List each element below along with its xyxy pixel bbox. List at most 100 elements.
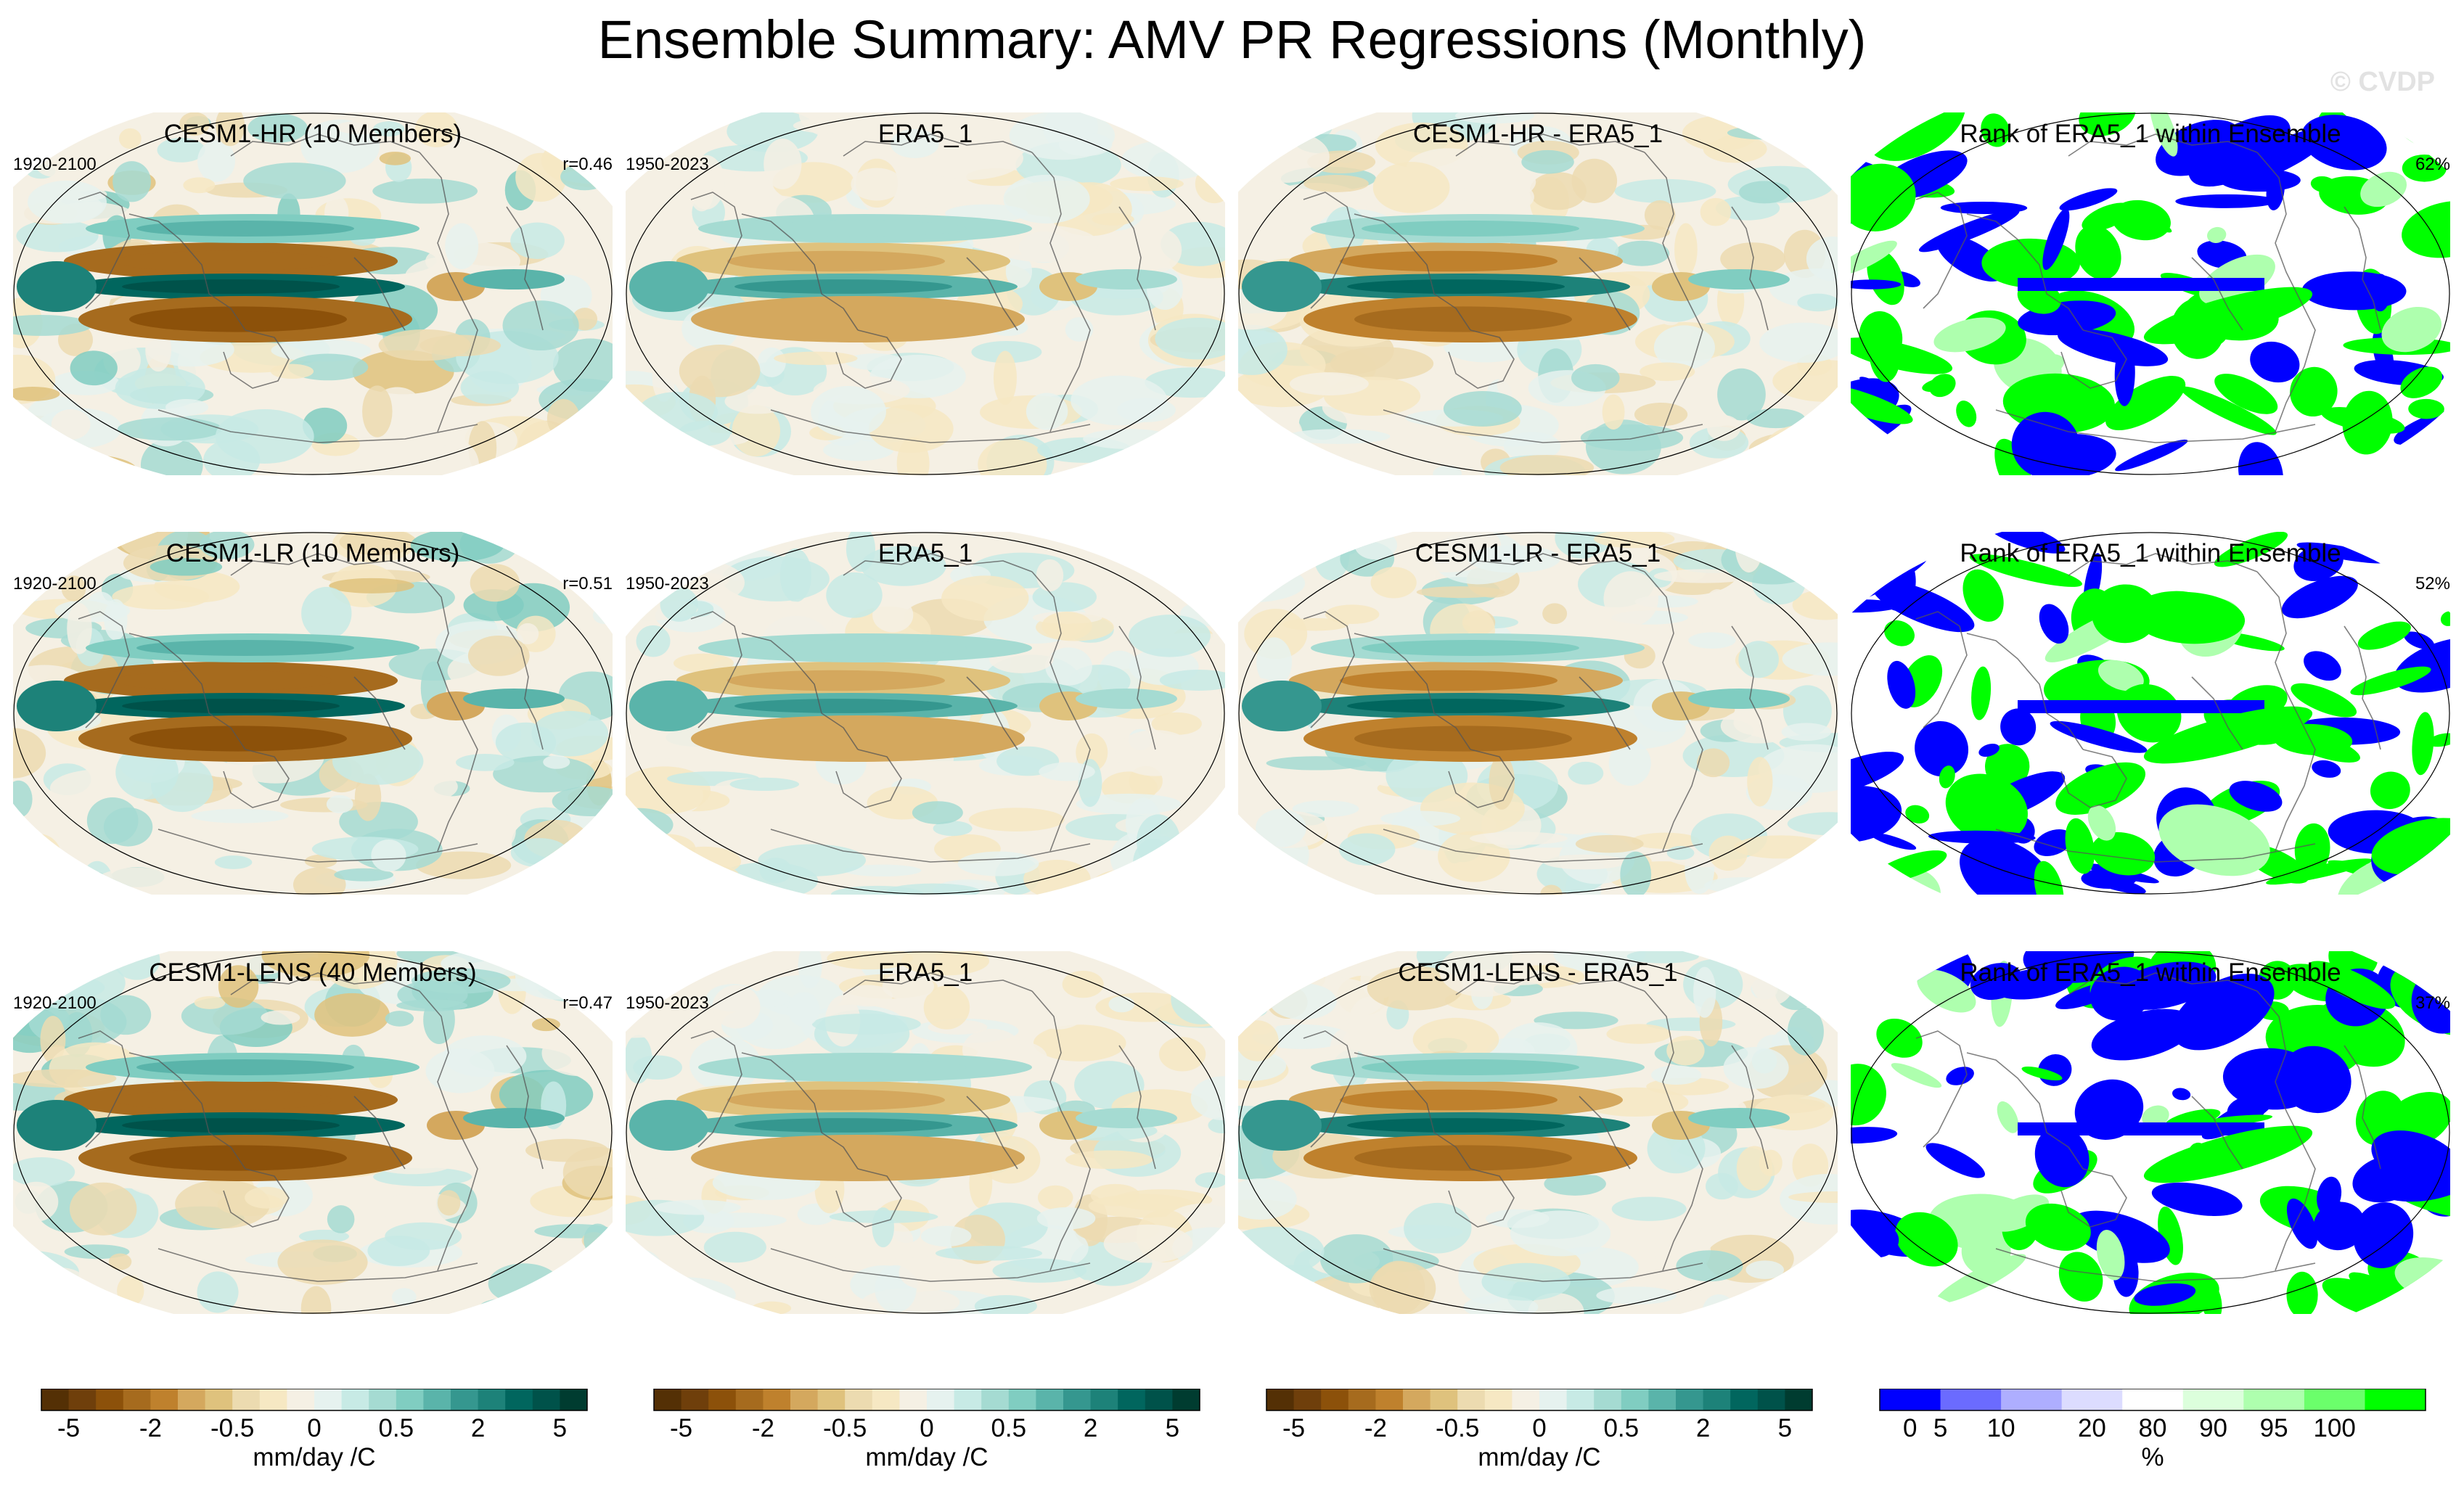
colorbar-tick-label: -2 (139, 1414, 162, 1442)
obs-map-row-2 (626, 532, 1225, 895)
colorbar-3: -5 -2 -0.5 0 0.5 2 5 mm/day /C (1266, 1389, 1813, 1471)
colorbar-tick-label: 100 (2313, 1414, 2355, 1442)
colorbar-tick-label: 90 (2199, 1414, 2227, 1442)
figure-title: Ensemble Summary: AMV PR Regressions (Mo… (597, 9, 1867, 70)
colorbar-tick-label: -0.5 (1436, 1414, 1479, 1442)
model-map-row-3 (13, 951, 613, 1314)
model-panel-title: CESM1-HR (10 Members) (163, 120, 462, 148)
colorbar-tick-label: -2 (1364, 1414, 1387, 1442)
colorbar-swatch (872, 1389, 900, 1410)
rank-panel-title: Rank of ERA5_1 within Ensemble (1960, 539, 2341, 567)
colorbar-tick-label: 0 (307, 1414, 321, 1442)
colorbar-swatch (232, 1389, 261, 1410)
colorbar-swatch (927, 1389, 955, 1410)
colorbar-2: -5 -2 -0.5 0 0.5 2 5 mm/day /C (653, 1389, 1200, 1471)
colorbar-swatch (1321, 1389, 1349, 1410)
colorbar-swatch (1266, 1389, 1295, 1410)
model-period-label: 1920-2100 (13, 993, 97, 1013)
colorbar-swatch (1648, 1389, 1677, 1410)
model-stat-label: r=0.46 (562, 155, 613, 174)
colorbar-swatch (2304, 1389, 2365, 1410)
colorbar-swatch (1036, 1389, 1064, 1410)
colorbar-swatch (1348, 1389, 1376, 1410)
colorbar-units-label: mm/day /C (1478, 1443, 1600, 1471)
obs-panel-title: ERA5_1 (877, 539, 973, 567)
rank-panel-title: Rank of ERA5_1 within Ensemble (1960, 120, 2341, 148)
colorbar-swatch (205, 1389, 233, 1410)
colorbar-swatch (681, 1389, 709, 1410)
colorbar-units-label: mm/day /C (253, 1443, 375, 1471)
colorbar-swatch (1172, 1389, 1200, 1410)
obs-panel-title: ERA5_1 (877, 958, 973, 987)
colorbar-tick-label: 80 (2139, 1414, 2167, 1442)
colorbar-tick-label: 0 (1532, 1414, 1546, 1442)
colorbar-swatch (396, 1389, 424, 1410)
diff-panel-title: CESM1-LR - ERA5_1 (1415, 539, 1661, 567)
model-panel-title: CESM1-LENS (40 Members) (149, 958, 477, 987)
colorbar-swatch (1940, 1389, 2002, 1410)
colorbar-tick-label: 95 (2260, 1414, 2288, 1442)
colorbar-tick-label: -5 (57, 1414, 80, 1442)
model-map-row-1 (13, 112, 613, 475)
colorbar-swatch (341, 1389, 369, 1410)
colorbar-tick-label: 5 (553, 1414, 567, 1442)
colorbar-swatch (2001, 1389, 2063, 1410)
colorbar-swatch (1757, 1389, 1785, 1410)
colorbar-swatch (654, 1389, 682, 1410)
colorbar-swatch (1457, 1389, 1486, 1410)
colorbar-swatch (1566, 1389, 1595, 1410)
rank-panel-title: Rank of ERA5_1 within Ensemble (1960, 958, 2341, 987)
colorbar-swatch (1090, 1389, 1118, 1410)
colorbar-swatch (1539, 1389, 1568, 1410)
colorbar-tick-label: -5 (670, 1414, 692, 1442)
colorbar-swatch (451, 1389, 479, 1410)
colorbar-swatch (2061, 1389, 2123, 1410)
diff-map-row-2 (1238, 532, 1838, 895)
colorbar-swatch (369, 1389, 397, 1410)
colorbar-swatch (1118, 1389, 1146, 1410)
colorbar-swatch (1621, 1389, 1649, 1410)
colorbar-swatch (1484, 1389, 1513, 1410)
rank-map-row-3 (1851, 951, 2450, 1314)
colorbar-tick-label: 2 (1696, 1414, 1710, 1442)
rank-map-row-2 (1851, 532, 2450, 895)
colorbar-swatch (123, 1389, 151, 1410)
obs-period-label: 1950-2023 (626, 574, 709, 593)
colorbar-swatch (560, 1389, 588, 1410)
colorbar-swatch (1785, 1389, 1813, 1410)
colorbar-swatch (1594, 1389, 1622, 1410)
colorbar-swatch (532, 1389, 560, 1410)
model-panel-title: CESM1-LR (10 Members) (165, 539, 460, 567)
colorbar-4: 0 5 10 20 80 90 95 100% (1879, 1389, 2426, 1471)
obs-period-label: 1950-2023 (626, 993, 709, 1013)
colorbar-units-label: mm/day /C (865, 1443, 988, 1471)
colorbar-swatch (2182, 1389, 2244, 1410)
colorbar-swatch (1730, 1389, 1759, 1410)
watermark: © CVDP (2330, 67, 2435, 97)
colorbar-swatch (505, 1389, 533, 1410)
colorbar-swatch (68, 1389, 97, 1410)
colorbar-swatch (1880, 1389, 1941, 1410)
colorbar-swatch (314, 1389, 343, 1410)
colorbar-tick-label: 20 (2078, 1414, 2106, 1442)
rank-stat-label: 37% (2415, 993, 2450, 1013)
colorbar-swatch (1293, 1389, 1322, 1410)
colorbar-swatch (1703, 1389, 1731, 1410)
model-period-label: 1920-2100 (13, 574, 97, 593)
diff-panel-title: CESM1-LENS - ERA5_1 (1398, 958, 1678, 987)
colorbar-swatch (1430, 1389, 1458, 1410)
model-period-label: 1920-2100 (13, 155, 97, 174)
colorbar-swatch (845, 1389, 873, 1410)
colorbar-tick-label: 10 (1987, 1414, 2015, 1442)
rank-stat-label: 52% (2415, 574, 2450, 593)
colorbar-swatch (708, 1389, 737, 1410)
diff-panel-title: CESM1-HR - ERA5_1 (1412, 120, 1663, 148)
colorbar-swatch (1008, 1389, 1036, 1410)
colorbar-tick-label: 2 (471, 1414, 485, 1442)
colorbar-tick-label: 0.5 (378, 1414, 414, 1442)
colorbar-tick-label: -0.5 (210, 1414, 254, 1442)
colorbar-tick-label: 5 (1166, 1414, 1179, 1442)
colorbar-tick-label: 0.5 (991, 1414, 1026, 1442)
colorbar-tick-label: 0.5 (1603, 1414, 1639, 1442)
model-stat-label: r=0.47 (562, 993, 613, 1013)
